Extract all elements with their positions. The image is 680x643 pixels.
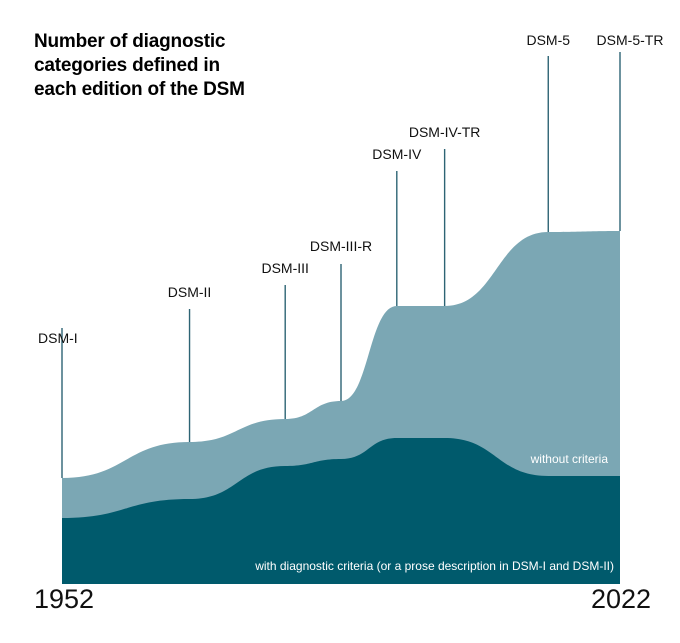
- edition-label-dsm-iii: DSM-III: [261, 260, 308, 276]
- edition-label-dsm-5: DSM-5: [526, 32, 570, 48]
- edition-label-dsm-iv-tr: DSM-IV-TR: [409, 124, 481, 140]
- edition-label-dsm-iv: DSM-IV: [372, 146, 422, 162]
- series-label-without-criteria: without criteria: [530, 452, 609, 466]
- title-line-1: Number of diagnostic: [34, 31, 226, 52]
- x-axis-start-label: 1952: [34, 584, 95, 614]
- edition-label-dsm-i: DSM-I: [38, 330, 78, 346]
- area-with-criteria: [62, 438, 620, 584]
- chart-title: Number of diagnostic categories defined …: [34, 30, 324, 102]
- title-line-2: categories defined in: [34, 55, 220, 76]
- edition-label-dsm-5-tr: DSM-5-TR: [597, 32, 664, 48]
- edition-label-dsm-iii-r: DSM-III-R: [310, 238, 372, 254]
- edition-label-dsm-ii: DSM-II: [168, 284, 212, 300]
- series-label-with-criteria: with diagnostic criteria (or a prose des…: [254, 559, 614, 573]
- title-line-3: each edition of the DSM: [34, 79, 245, 100]
- x-axis-end-label: 2022: [591, 584, 652, 614]
